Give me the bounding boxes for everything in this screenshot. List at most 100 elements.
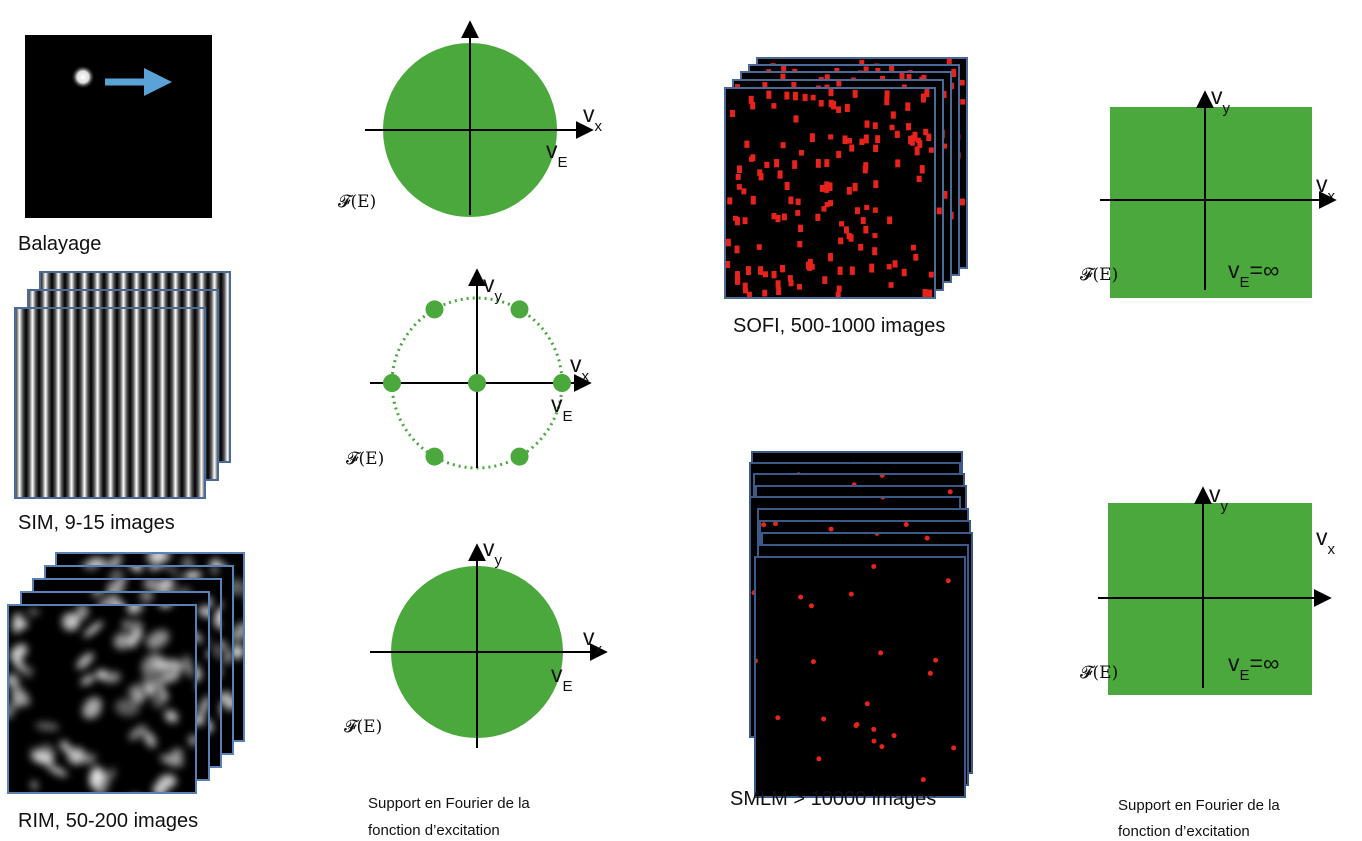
emitter — [756, 244, 762, 250]
emitter — [846, 186, 852, 195]
emitter — [839, 221, 845, 227]
emitter — [873, 144, 879, 152]
emitter — [923, 128, 929, 136]
emitter — [928, 271, 934, 278]
emitter — [750, 154, 756, 161]
speckle-blob — [76, 605, 89, 620]
speckle-blob — [127, 605, 137, 615]
emitter — [735, 173, 741, 180]
speckle-blob — [157, 774, 177, 789]
emitter — [871, 563, 877, 569]
emitter — [942, 190, 948, 199]
speckle — [8, 605, 196, 793]
support-dot — [425, 300, 444, 319]
axis-symbol: v — [483, 535, 495, 561]
emitter — [827, 182, 833, 192]
footnote: Support en Fourier de la — [1118, 797, 1280, 814]
support-square — [1110, 107, 1312, 298]
emitter — [859, 59, 865, 68]
speckle-blob — [183, 655, 194, 679]
axis-subscript: y — [1221, 498, 1229, 515]
emitter — [793, 115, 799, 123]
emitter — [872, 233, 878, 239]
emitter — [780, 142, 786, 149]
emitter — [947, 489, 953, 495]
emitter — [750, 102, 756, 110]
emitter — [828, 200, 834, 207]
emitter — [864, 204, 870, 211]
speckle-blob — [146, 629, 170, 650]
emitter — [776, 287, 782, 296]
emitter — [788, 196, 794, 205]
emitter — [872, 247, 878, 256]
emitter — [798, 594, 804, 600]
axis-subscript: y — [1223, 100, 1231, 117]
emitter — [734, 276, 740, 285]
frame — [8, 605, 196, 793]
emitter — [734, 271, 740, 277]
emitter — [859, 138, 865, 146]
emitter — [872, 207, 878, 213]
emitter — [827, 253, 833, 262]
speckle-blob — [218, 691, 233, 705]
speckle-blob — [211, 566, 218, 575]
emitter — [869, 263, 875, 273]
speckle-blob — [152, 658, 172, 673]
speckle-blob — [188, 734, 196, 747]
speckle-blob — [35, 722, 60, 731]
emitter — [892, 260, 898, 268]
emitter — [734, 245, 740, 254]
speckle-blob — [46, 765, 68, 777]
emitter — [835, 291, 841, 298]
emitter — [951, 745, 957, 751]
emitter — [864, 701, 870, 707]
emitter — [906, 74, 912, 83]
support-dot — [468, 374, 486, 392]
emitter — [824, 74, 830, 81]
speckle-blob — [132, 630, 143, 640]
emitter — [725, 260, 731, 268]
caption: RIM, 50-200 images — [18, 810, 198, 832]
axis-symbol: v — [1316, 524, 1328, 550]
frame-border — [724, 87, 936, 299]
axis-label: vx — [570, 351, 590, 385]
support-dot — [425, 447, 444, 466]
emitter — [910, 244, 916, 251]
scan-image — [25, 35, 212, 218]
emitter — [729, 109, 735, 118]
emitter — [889, 124, 895, 131]
emitter — [771, 213, 777, 220]
axis-symbol: v — [1209, 481, 1221, 507]
emitter — [886, 264, 892, 270]
emitter — [887, 216, 893, 225]
emitter — [824, 185, 830, 193]
emitter — [884, 96, 890, 106]
emitter — [819, 185, 825, 192]
speckle-blob — [141, 670, 161, 686]
emitter — [903, 522, 909, 528]
emitter — [792, 91, 798, 101]
emitter — [842, 135, 848, 145]
axis-subscript: x — [1328, 188, 1336, 205]
axis-symbol: v — [583, 624, 595, 650]
emitter — [875, 135, 881, 144]
emitter — [781, 213, 787, 221]
emitter — [758, 172, 764, 181]
emitter — [780, 73, 786, 80]
speckle-blob — [245, 586, 258, 607]
emitter — [784, 91, 790, 100]
emitter — [742, 217, 748, 225]
footnote: fonction d’excitation — [1118, 823, 1250, 840]
axis-symbol: v — [1228, 257, 1240, 283]
axis-label: vy — [1211, 83, 1231, 117]
speckle-blob — [33, 752, 54, 765]
speckle-blob — [114, 698, 140, 717]
speckle-blob — [168, 659, 184, 672]
emitter — [809, 263, 815, 270]
emitter — [894, 130, 900, 138]
emitter — [766, 90, 772, 99]
emitter — [912, 131, 918, 139]
speckle-blob — [103, 671, 121, 684]
emitter — [871, 738, 877, 744]
